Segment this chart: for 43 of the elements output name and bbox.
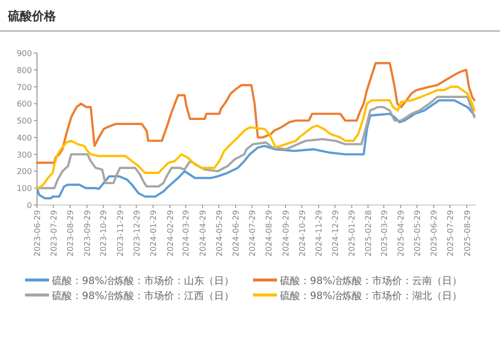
legend-label: 硫酸：98%冶炼酸：市场价：湖北（日） bbox=[280, 290, 462, 302]
x-tick-label: 2024-03-29 bbox=[182, 210, 191, 256]
x-tick-label: 2025-01-29 bbox=[348, 210, 357, 256]
y-tick-label: 300 bbox=[16, 150, 32, 160]
x-tick-label: 2023-06-29 bbox=[33, 210, 42, 256]
x-tick-label: 2024-12-29 bbox=[330, 210, 340, 256]
legend-label: 硫酸：98%冶炼酸：市场价：江西（日） bbox=[52, 290, 234, 302]
x-tick-label: 2024-01-29 bbox=[149, 210, 158, 256]
x-tick-label: 2024-07-29 bbox=[248, 210, 257, 256]
x-tick-label: 2023-09-29 bbox=[82, 210, 92, 256]
y-tick-label: 400 bbox=[16, 133, 32, 142]
x-tick-label: 2025-08-29 bbox=[462, 210, 472, 256]
x-tick-label: 2024-05-29 bbox=[214, 210, 224, 256]
x-tick-label: 2023-12-29 bbox=[132, 210, 142, 256]
x-tick-label: 2024-02-29 bbox=[166, 210, 175, 256]
x-tick-label: 2024-06-29 bbox=[232, 210, 241, 256]
x-tick-label: 2023-08-29 bbox=[66, 210, 76, 256]
x-tick-label: 2025-07-29 bbox=[446, 210, 455, 256]
y-tick-label: 900 bbox=[16, 49, 32, 58]
line-series bbox=[36, 62, 476, 164]
x-tick-label: 2025-06-29 bbox=[430, 210, 439, 256]
y-tick-label: 0 bbox=[26, 201, 32, 210]
x-tick-label: 2023-10-29 bbox=[99, 210, 108, 256]
legend-label: 硫酸：98%冶炼酸：市场价：云南（日） bbox=[280, 275, 462, 287]
x-tick-label: 2025-04-29 bbox=[396, 210, 406, 256]
x-tick-label: 2024-11-29 bbox=[314, 210, 324, 256]
x-tick-label: 2024-10-29 bbox=[298, 210, 307, 256]
y-tick-label: 200 bbox=[16, 167, 32, 176]
y-tick-label: 600 bbox=[16, 100, 32, 109]
x-tick-label: 2025-02-28 bbox=[364, 210, 374, 256]
chart-title: 硫酸价格 bbox=[7, 9, 57, 23]
x-tick-label: 2024-08-29 bbox=[264, 210, 274, 256]
y-tick-label: 700 bbox=[16, 82, 32, 92]
x-tick-label: 2025-05-29 bbox=[412, 210, 422, 256]
x-tick-label: 2025-03-29 bbox=[380, 210, 389, 256]
legend-label: 硫酸：98%冶炼酸：市场价：山东（日） bbox=[52, 275, 234, 287]
y-tick-label: 100 bbox=[16, 184, 32, 194]
y-tick-label: 800 bbox=[16, 66, 32, 75]
x-tick-label: 2024-09-29 bbox=[282, 210, 291, 256]
x-tick-label: 2024-04-29 bbox=[198, 210, 208, 256]
y-tick-label: 500 bbox=[16, 116, 32, 126]
x-tick-label: 2023-07-29 bbox=[49, 210, 58, 256]
x-tick-label: 2023-11-29 bbox=[116, 210, 126, 256]
